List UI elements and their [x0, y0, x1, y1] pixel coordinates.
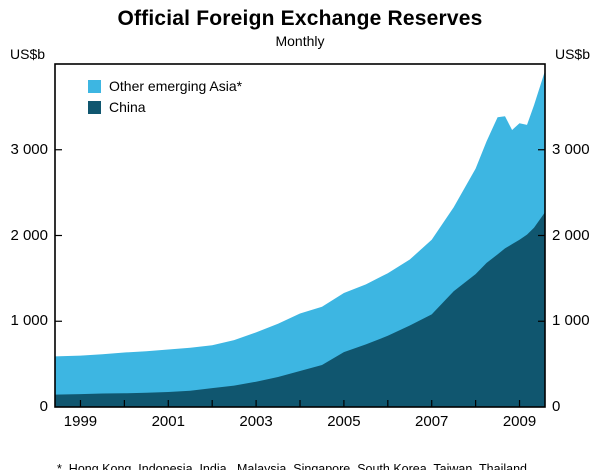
legend-swatch-icon	[88, 79, 101, 93]
legend: Other emerging Asia* China	[88, 78, 242, 120]
area-china	[55, 212, 545, 407]
y-axis-label-left: 3 000	[10, 140, 48, 158]
y-axis-label-right: 1 000	[552, 312, 590, 330]
legend-swatch-icon	[88, 100, 101, 114]
x-axis-label: 2005	[327, 413, 361, 430]
y-axis-label-left: 0	[39, 398, 48, 415]
x-axis-label: 2001	[151, 413, 185, 430]
x-axis-label: 2003	[239, 413, 273, 430]
legend-label: China	[109, 99, 146, 115]
x-axis-label: 1999	[63, 413, 98, 430]
legend-item: Other emerging Asia*	[88, 78, 242, 94]
chart-subtitle: Monthly	[275, 33, 325, 49]
y-axis-unit-left: US$b	[10, 46, 46, 62]
footnotes: * Hong Kong, Indonesia, India, Malaysia,…	[57, 432, 527, 470]
footnote-asterisk: * Hong Kong, Indonesia, India, Malaysia,…	[57, 462, 527, 470]
y-axis-unit-right: US$b	[554, 46, 590, 62]
y-axis-label-right: 2 000	[552, 226, 590, 244]
x-axis-label: 2009	[502, 413, 537, 430]
y-axis-label-left: 2 000	[10, 226, 48, 244]
x-axis-label: 2007	[415, 413, 449, 430]
y-axis-label-left: 1 000	[10, 312, 48, 330]
legend-item: China	[88, 99, 242, 115]
legend-label: Other emerging Asia*	[109, 78, 243, 94]
chart-title: Official Foreign Exchange Reserves	[117, 7, 483, 30]
y-axis-label-right: 3 000	[552, 140, 590, 158]
y-axis-label-right: 0	[552, 398, 561, 415]
